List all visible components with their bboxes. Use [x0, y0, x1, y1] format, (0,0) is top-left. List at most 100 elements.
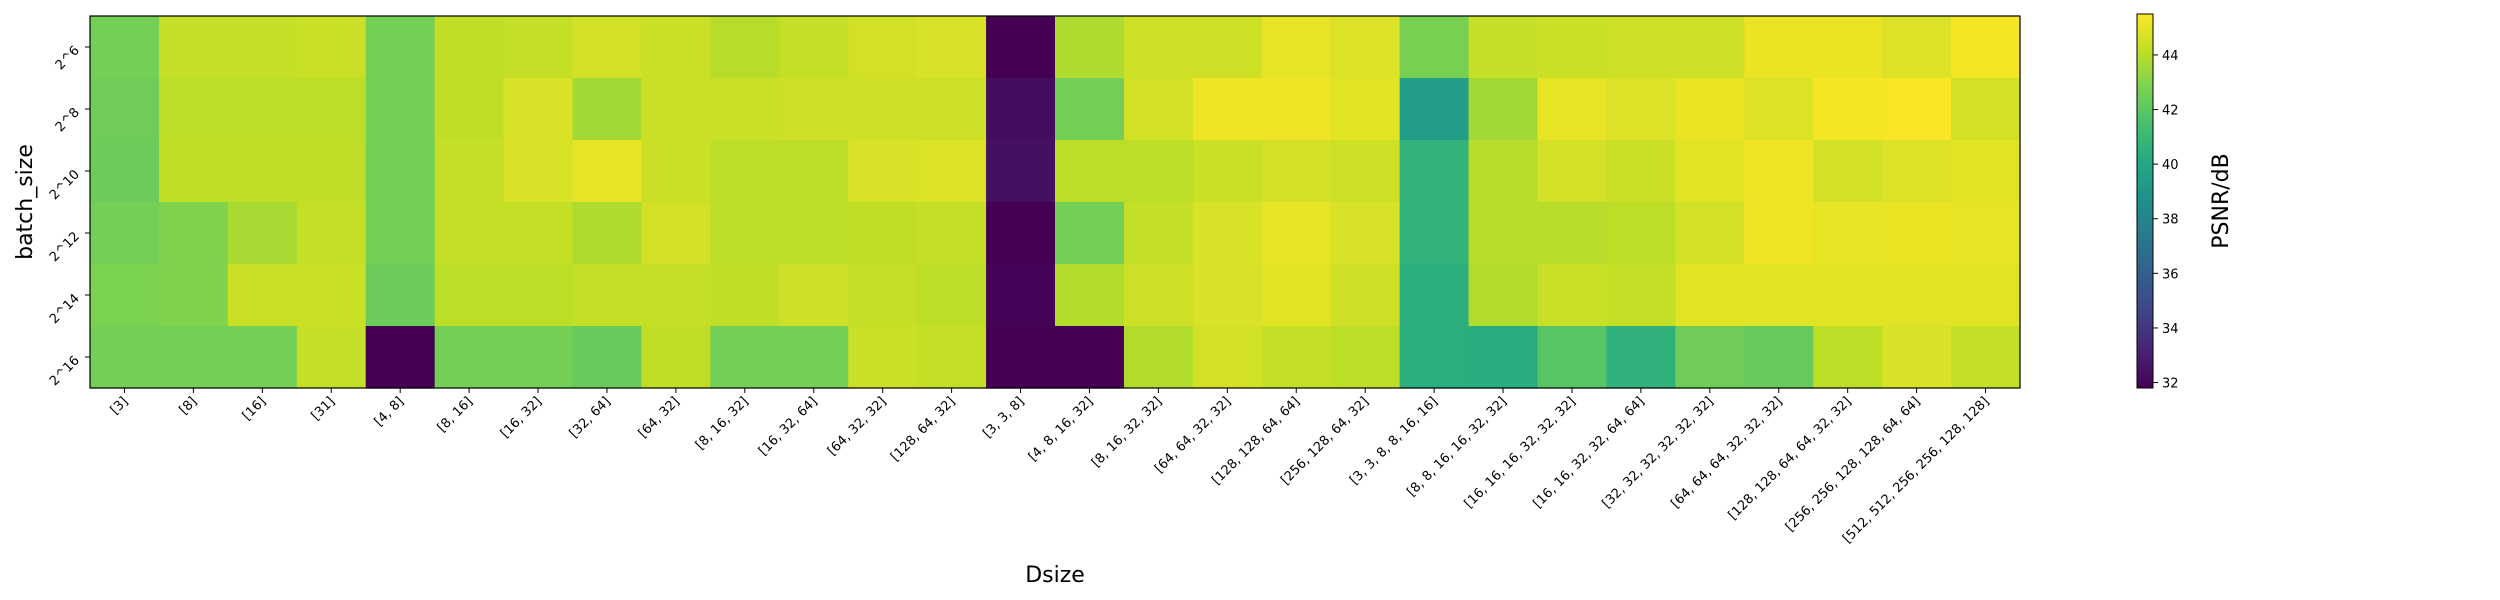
heatmap-cell: [1882, 78, 1952, 141]
heatmap-cell: [1055, 78, 1125, 141]
x-axis-label: Dsize: [1025, 563, 1085, 588]
heatmap-cell: [1675, 140, 1745, 203]
heatmap-cell: [1123, 16, 1194, 79]
heatmap-cell: [779, 78, 849, 141]
heatmap-cell: [1123, 264, 1194, 327]
heatmap-cell: [1882, 140, 1952, 203]
y-tick-label: 2^8: [53, 105, 83, 135]
x-tick-label: [4, 8, 16, 32]: [1026, 394, 1096, 464]
heatmap-cell: [158, 326, 229, 389]
heatmap-cell: [986, 16, 1056, 79]
x-tick-label: [64, 32, 32]: [825, 394, 890, 459]
heatmap-cell: [1951, 326, 2021, 389]
heatmap-cell: [1951, 16, 2021, 79]
heatmap-cell: [503, 140, 574, 203]
heatmap-cell: [1606, 16, 1676, 79]
heatmap-cell: [90, 326, 160, 389]
heatmap-cell: [917, 140, 987, 203]
colorbar-tick-label: 34: [2162, 322, 2179, 337]
heatmap-cell: [90, 16, 160, 79]
heatmap-cell: [572, 78, 643, 141]
heatmap-cell: [1744, 78, 1814, 141]
colorbar-tick-label: 42: [2162, 104, 2179, 119]
heatmap-cell: [1468, 202, 1539, 265]
colorbar-tick-label: 38: [2162, 213, 2179, 228]
heatmap-cell: [986, 202, 1056, 265]
heatmap-cell: [365, 264, 436, 327]
heatmap-cell: [1951, 264, 2021, 327]
heatmap-cell: [365, 78, 436, 141]
heatmap-cell: [1537, 16, 1608, 79]
heatmap-cell: [1055, 16, 1125, 79]
y-tick-label: 2^6: [53, 43, 83, 73]
heatmap-cell: [1744, 326, 1814, 389]
heatmap-cell: [1675, 16, 1745, 79]
heatmap-cell: [158, 16, 229, 79]
heatmap-cell: [158, 264, 229, 327]
heatmap-cell: [1882, 16, 1952, 79]
heatmap-cell: [1055, 202, 1125, 265]
heatmap-cell: [90, 202, 160, 265]
y-axis-ticks: 2^6 2^8 2^10 2^12 2^14 2^16: [47, 43, 90, 389]
heatmap-cell: [1813, 16, 1883, 79]
heatmap-cell: [227, 78, 298, 141]
heatmap-cell: [1330, 16, 1401, 79]
heatmap-cell: [434, 264, 505, 327]
x-tick-label: [32, 64]: [567, 394, 614, 441]
plot-frame: [89, 15, 2021, 389]
heatmap-cell: [434, 16, 505, 79]
heatmap-cell: [710, 202, 780, 265]
x-tick-label: [8, 16, 32, 32]: [1089, 394, 1165, 470]
heatmap-cell: [1951, 140, 2021, 203]
colorbar-tick-label: 36: [2162, 267, 2179, 282]
heatmap-cell: [1261, 264, 1332, 327]
heatmap-cell: [917, 326, 987, 389]
heatmap-cell: [1399, 202, 1470, 265]
heatmap-cell: [1675, 78, 1745, 141]
heatmap-cell: [158, 78, 229, 141]
heatmap-cell: [296, 140, 367, 203]
heatmap-cell: [503, 202, 574, 265]
heatmap-cell: [296, 326, 367, 389]
heatmap-cell: [434, 326, 505, 389]
x-tick-label: [16, 32, 64]: [756, 394, 821, 459]
heatmap-cell: [227, 202, 298, 265]
heatmap-cell: [779, 202, 849, 265]
heatmap-cell: [1192, 264, 1263, 327]
heatmap-cell: [1055, 264, 1125, 327]
x-tick-label: [16, 16, 32, 32, 64, 64]: [1531, 394, 1648, 511]
x-tick-label: [64, 32]: [636, 394, 683, 441]
colorbar-label: PSNR/dB: [2209, 153, 2234, 248]
heatmap-cell: [986, 140, 1056, 203]
colorbar-tick-label: 44: [2162, 49, 2179, 64]
heatmap-cell: [1813, 78, 1883, 141]
heatmap-cell: [1192, 140, 1263, 203]
heatmap-cell: [848, 140, 918, 203]
heatmap-cell: [1537, 140, 1608, 203]
heatmap-cell: [779, 326, 849, 389]
heatmap-cell: [365, 16, 436, 79]
heatmap-cell: [710, 264, 780, 327]
heatmap-cell: [90, 140, 160, 203]
heatmap-cell: [917, 264, 987, 327]
heatmap-cell: [1192, 78, 1263, 141]
heatmap-cell: [1606, 202, 1676, 265]
heatmap-cell: [572, 264, 643, 327]
heatmap-cell: [434, 140, 505, 203]
heatmap-cell: [90, 264, 160, 327]
colorbar: 32 34 36 38 40 42 44: [2136, 13, 2179, 392]
y-axis-label: batch_size: [13, 144, 38, 260]
y-tick-label: 2^14: [47, 291, 83, 327]
heatmap-cell: [779, 140, 849, 203]
heatmap-cell: [1744, 202, 1814, 265]
heatmap-cell: [1675, 326, 1745, 389]
heatmap-cell: [227, 264, 298, 327]
heatmap-cell: [1261, 16, 1332, 79]
heatmap-cell: [848, 326, 918, 389]
heatmap-cell: [1399, 326, 1470, 389]
heatmap-cell: [1123, 78, 1194, 141]
heatmap-cell: [296, 16, 367, 79]
heatmap-cell: [365, 326, 436, 389]
heatmap-cell: [503, 16, 574, 79]
